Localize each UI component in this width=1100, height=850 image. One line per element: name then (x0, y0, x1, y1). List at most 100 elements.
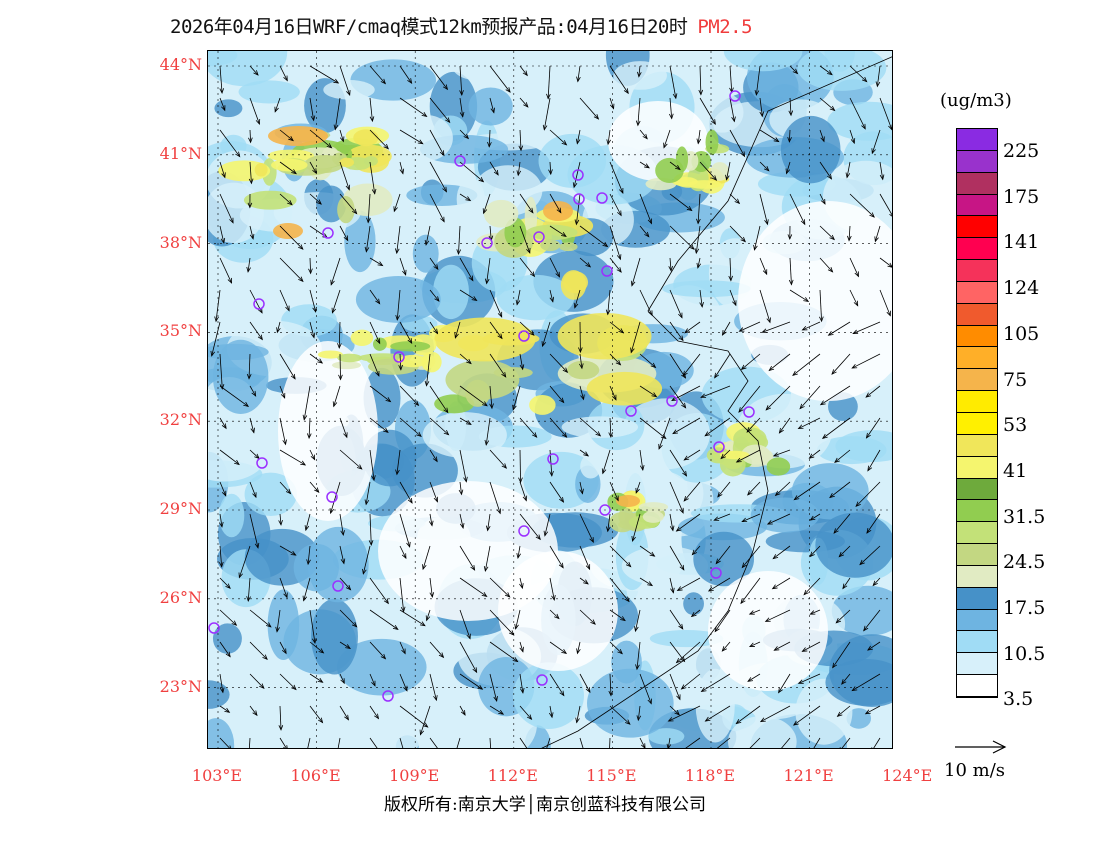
wind-arrowhead (515, 299, 521, 306)
wind-arrowhead (689, 244, 695, 250)
wind-vector (489, 97, 495, 113)
wind-vector (579, 385, 584, 400)
city-marker-icon (625, 405, 637, 417)
wind-arrowhead (778, 687, 783, 694)
wind-arrowhead (282, 439, 287, 446)
wind-vector (274, 97, 281, 112)
wind-vector (549, 545, 564, 569)
wind-vector (701, 673, 731, 692)
wind-vector (516, 289, 521, 305)
wind-arrowhead (717, 491, 723, 498)
wind-vector (705, 705, 731, 722)
wind-vector (759, 161, 770, 172)
wind-arrowhead (847, 235, 852, 242)
colorbar-label: 24.5 (1003, 551, 1046, 574)
colorbar-swatch (957, 194, 997, 217)
wind-arrowhead (649, 551, 656, 557)
colorbar-swatch (957, 675, 997, 697)
wind-arrowhead (246, 266, 251, 273)
wind-vector (697, 257, 701, 268)
wind-vector (309, 193, 322, 205)
wind-arrowhead (572, 182, 578, 189)
wind-vector (786, 161, 791, 174)
wind-arrowhead (647, 581, 654, 587)
wind-arrowhead (456, 249, 462, 256)
wind-vector (609, 481, 619, 501)
wind-vector (609, 321, 624, 334)
wind-vector (279, 673, 297, 690)
wind-arrowhead (678, 335, 684, 342)
wind-arrowhead (371, 680, 376, 687)
wind-arrowhead (219, 383, 225, 390)
wind-vector (334, 97, 341, 130)
wind-vector (736, 705, 761, 724)
wind-vector (772, 545, 791, 559)
high-pm-patch (616, 495, 640, 507)
wind-arrowhead (551, 594, 556, 601)
wind-arrowhead (246, 596, 251, 602)
concentration-patch (648, 728, 685, 745)
lon-label: 112°E (487, 766, 538, 785)
wind-arrowhead (326, 143, 333, 149)
wind-arrowhead (375, 338, 381, 345)
wind-vector (549, 289, 554, 302)
colorbar-label: 175 (1003, 185, 1040, 208)
colorbar-label: 225 (1003, 140, 1040, 162)
wind-arrowhead (764, 219, 769, 226)
wind-vector (810, 513, 821, 521)
wind-vector (486, 257, 491, 284)
wind-arrowhead (437, 748, 441, 749)
wind-arrowhead (434, 296, 440, 302)
wind-vector (676, 641, 701, 663)
wind-vector (517, 161, 521, 176)
wind-arrowhead (690, 611, 697, 618)
wind-arrowhead (700, 687, 707, 693)
wind-arrowhead (274, 106, 279, 113)
pollution-patch (741, 444, 771, 465)
wind-arrowhead (585, 564, 591, 571)
wind-arrowhead (283, 75, 288, 82)
wind-vector (663, 129, 671, 148)
wind-vector (855, 481, 881, 507)
wind-arrowhead (253, 70, 259, 76)
wind-arrowhead (465, 196, 472, 202)
coastline (541, 56, 892, 748)
wind-arrowhead (845, 172, 851, 179)
wind-arrowhead (682, 370, 688, 377)
wind-vector (519, 737, 528, 748)
wind-vector (339, 641, 351, 649)
wind-arrowhead (433, 328, 439, 335)
wind-vector (399, 737, 404, 748)
wind-arrowhead (869, 212, 875, 218)
wind-arrowhead (631, 536, 636, 543)
wind-vector (829, 481, 851, 498)
wind-vector (609, 161, 624, 194)
wind-vector (699, 97, 716, 125)
wind-vector (219, 609, 237, 626)
concentration-patch (344, 210, 376, 273)
wind-scale-label: 10 m/s (944, 760, 1005, 781)
wind-vector (775, 481, 791, 496)
wind-arrowhead (465, 420, 472, 425)
wind-vector (715, 545, 731, 564)
wind-arrowhead (440, 216, 445, 223)
city-marker-icon (713, 441, 725, 453)
wind-arrowhead (612, 394, 617, 401)
wind-arrowhead (680, 684, 687, 690)
wind-vector (579, 481, 583, 494)
colorbar-swatch (957, 391, 997, 413)
city-marker-icon (572, 169, 584, 181)
wind-arrowhead (746, 427, 752, 433)
wind-arrowhead (679, 507, 684, 514)
pollution-patch (434, 394, 475, 414)
colorbar-swatch (957, 129, 997, 151)
wind-vector (429, 97, 451, 123)
wind-vector (279, 385, 286, 399)
wind-vector (852, 673, 881, 691)
wind-vector (669, 705, 680, 716)
wind-vector (519, 321, 535, 336)
wind-vector (219, 577, 231, 589)
wind-vector (369, 737, 378, 748)
wind-arrowhead (543, 530, 549, 537)
concentration-patch (649, 630, 724, 648)
